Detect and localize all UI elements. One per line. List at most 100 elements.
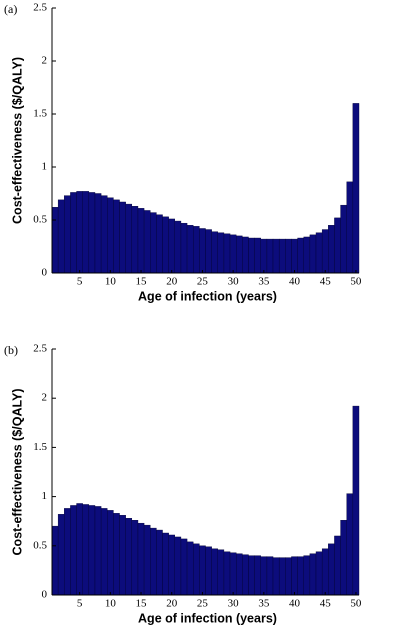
bar xyxy=(199,545,206,596)
y-tick-label: 0.5 xyxy=(33,214,47,226)
bar xyxy=(180,222,188,274)
bar xyxy=(168,534,176,596)
x-axis-label: Age of infection (years) xyxy=(138,611,277,625)
bar xyxy=(285,557,292,596)
x-tick-label: 50 xyxy=(350,276,362,288)
bar xyxy=(180,538,188,596)
bar xyxy=(156,529,163,596)
x-tick-label: 40 xyxy=(289,598,301,610)
bar xyxy=(217,232,225,274)
bar xyxy=(88,192,96,274)
y-tick-label: 0.5 xyxy=(33,539,47,551)
bar xyxy=(291,556,298,596)
bar xyxy=(229,234,237,274)
bar xyxy=(199,228,206,274)
panel-label: (a) xyxy=(4,2,17,16)
bar xyxy=(266,556,274,596)
bar xyxy=(76,503,83,596)
x-tick-label: 20 xyxy=(166,598,178,610)
x-tick-label: 35 xyxy=(258,598,270,610)
bar xyxy=(125,518,133,596)
y-tick-label: 1 xyxy=(42,490,48,502)
x-tick-label: 45 xyxy=(320,276,332,288)
bar xyxy=(291,238,298,274)
bar xyxy=(278,557,286,596)
bar xyxy=(94,506,102,596)
x-tick-label: 45 xyxy=(320,598,332,610)
bar xyxy=(223,551,231,596)
bar xyxy=(266,238,274,274)
bar xyxy=(57,199,65,274)
bar xyxy=(260,238,268,274)
x-tick-label: 40 xyxy=(289,276,301,288)
bar xyxy=(352,405,360,596)
bar xyxy=(254,237,261,274)
bar xyxy=(193,226,200,274)
y-tick-label: 2 xyxy=(42,392,48,404)
bar xyxy=(223,233,231,274)
bar xyxy=(309,234,317,274)
bar xyxy=(162,216,169,274)
bar xyxy=(51,207,59,274)
bar xyxy=(248,555,255,596)
bar xyxy=(100,195,108,274)
bar xyxy=(315,232,323,274)
bar xyxy=(131,520,139,596)
bar xyxy=(119,201,126,274)
x-tick-label: 30 xyxy=(228,276,240,288)
x-tick-label: 30 xyxy=(228,598,240,610)
x-tick-label: 25 xyxy=(197,276,209,288)
bar xyxy=(150,212,157,274)
bar xyxy=(137,522,145,596)
bar xyxy=(162,532,169,596)
bar xyxy=(278,238,286,274)
bar xyxy=(70,505,77,596)
bar xyxy=(211,548,218,596)
bar xyxy=(174,536,182,596)
x-tick-label: 5 xyxy=(77,598,83,610)
bar xyxy=(107,197,114,274)
y-tick-label: 0 xyxy=(42,589,48,601)
x-tick-label: 10 xyxy=(105,598,117,610)
bar xyxy=(143,524,151,596)
bar xyxy=(248,237,255,274)
bar xyxy=(242,236,249,274)
bar xyxy=(272,238,280,274)
bar xyxy=(51,525,59,596)
bar xyxy=(113,199,120,274)
bar xyxy=(321,229,329,274)
bar xyxy=(242,554,249,596)
panel-label: (b) xyxy=(4,343,18,357)
x-tick-label: 5 xyxy=(77,276,83,288)
y-tick-label: 1.5 xyxy=(33,108,47,120)
bar xyxy=(309,553,317,596)
y-axis-label: Cost-effectiveness ($/QALY) xyxy=(10,389,24,556)
bar xyxy=(217,549,225,596)
bar xyxy=(94,193,102,274)
bar xyxy=(321,548,329,596)
bar xyxy=(315,551,323,596)
bar xyxy=(328,225,335,274)
x-axis-label: Age of infection (years) xyxy=(138,289,277,303)
bar xyxy=(76,191,83,274)
bar xyxy=(205,546,212,596)
y-tick-label: 2 xyxy=(42,55,48,67)
bar xyxy=(131,206,139,274)
bar xyxy=(186,541,194,596)
y-tick-label: 2.5 xyxy=(33,343,47,355)
x-tick-label: 25 xyxy=(197,598,209,610)
bar xyxy=(297,556,304,596)
bar xyxy=(297,237,304,274)
x-tick-label: 10 xyxy=(105,276,117,288)
bar xyxy=(125,203,133,274)
bar xyxy=(100,508,108,596)
bar xyxy=(82,504,90,596)
bar xyxy=(346,181,354,274)
y-tick-label: 0 xyxy=(42,267,48,279)
bar xyxy=(303,236,311,274)
bar xyxy=(57,514,65,596)
bar xyxy=(340,520,347,596)
bar xyxy=(64,508,71,596)
y-tick-label: 1 xyxy=(42,161,48,173)
